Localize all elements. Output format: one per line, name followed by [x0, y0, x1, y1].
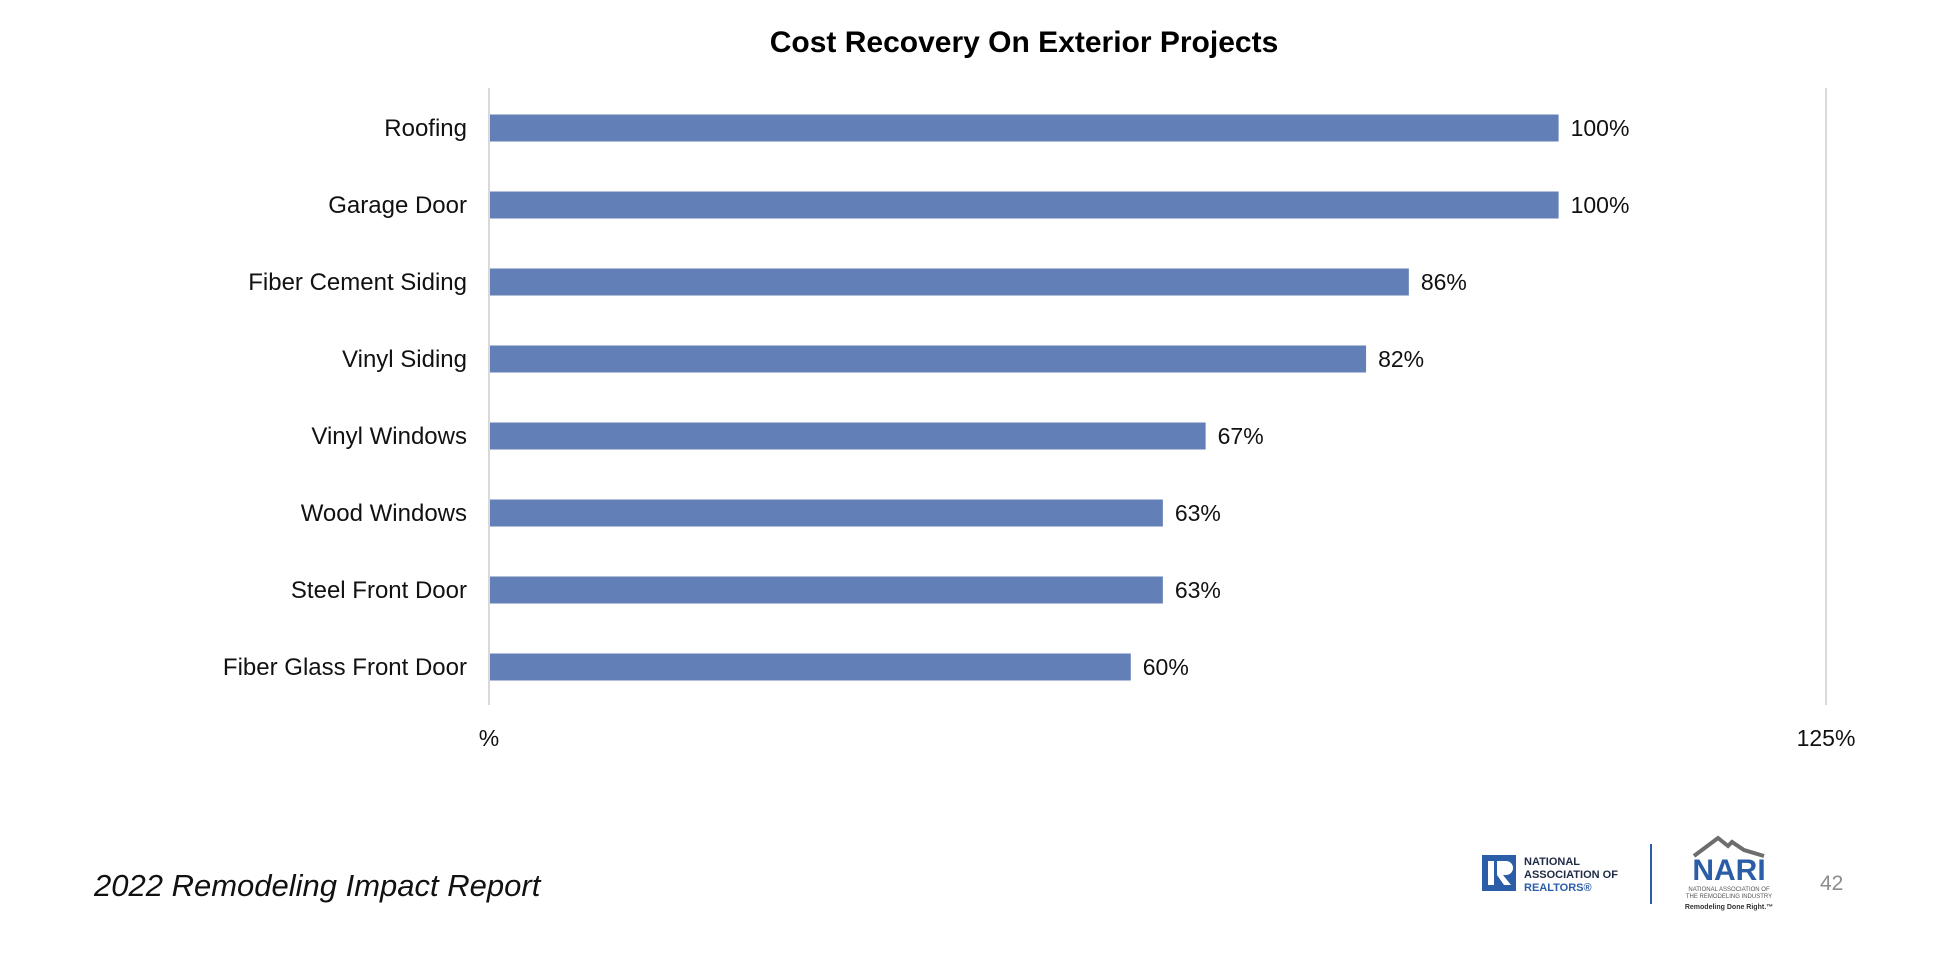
bar [490, 114, 1559, 142]
bar [490, 422, 1206, 450]
value-label: 86% [1421, 269, 1467, 295]
logo-divider [1650, 844, 1652, 904]
page-number: 42 [1820, 872, 1844, 895]
category-label: Garage Door [328, 192, 467, 219]
value-label: 82% [1378, 346, 1424, 372]
bar [490, 499, 1163, 527]
category-labels: Roofing Garage Door Fiber Cement Siding Vin… [223, 115, 467, 681]
bar [490, 576, 1163, 604]
category-label: Fiber Cement Siding [248, 269, 467, 296]
bar [490, 191, 1559, 219]
value-label: 100% [1571, 192, 1630, 218]
value-label: 100% [1571, 115, 1630, 141]
category-label: Roofing [384, 115, 467, 142]
category-label: Vinyl Siding [342, 346, 467, 373]
house-roof-icon [1692, 835, 1765, 858]
nari-wordmark: NARI [1692, 854, 1765, 887]
value-label: 67% [1218, 423, 1264, 449]
bar [490, 345, 1367, 373]
bar [490, 268, 1409, 296]
nar-logo-line2: ASSOCIATION OF [1524, 869, 1618, 881]
report-title: 2022 Remodeling Impact Report [94, 868, 541, 903]
nari-sub1: NATIONAL ASSOCIATION OF [1688, 887, 1770, 893]
nar-logo: NATIONAL ASSOCIATION OF REALTORS® [1482, 855, 1618, 894]
value-labels: 100% 100% 86% 82% 67% 63% 63% 60% [1143, 115, 1630, 680]
value-label: 60% [1143, 654, 1189, 680]
realtor-r-icon [1482, 855, 1516, 891]
category-label: Wood Windows [301, 500, 467, 527]
category-label: Steel Front Door [291, 577, 467, 604]
nar-logo-line3: REALTORS® [1524, 882, 1592, 894]
nari-tagline: Remodeling Done Right.™ [1685, 904, 1773, 911]
bars-group [490, 114, 1559, 681]
x-tick-label-max: 125% [1797, 725, 1856, 751]
chart-title: Cost Recovery On Exterior Projects [769, 26, 1279, 59]
value-label: 63% [1175, 577, 1221, 603]
value-label: 63% [1175, 500, 1221, 526]
category-label: Vinyl Windows [311, 423, 467, 450]
category-label: Fiber Glass Front Door [223, 654, 467, 681]
nari-sub2: THE REMODELING INDUSTRY [1686, 894, 1772, 900]
nari-logo: NARI NATIONAL ASSOCIATION OF THE REMODEL… [1685, 835, 1773, 911]
x-tick-label-min: % [479, 725, 499, 751]
bar [490, 653, 1131, 681]
nar-logo-line1: NATIONAL [1524, 856, 1580, 868]
